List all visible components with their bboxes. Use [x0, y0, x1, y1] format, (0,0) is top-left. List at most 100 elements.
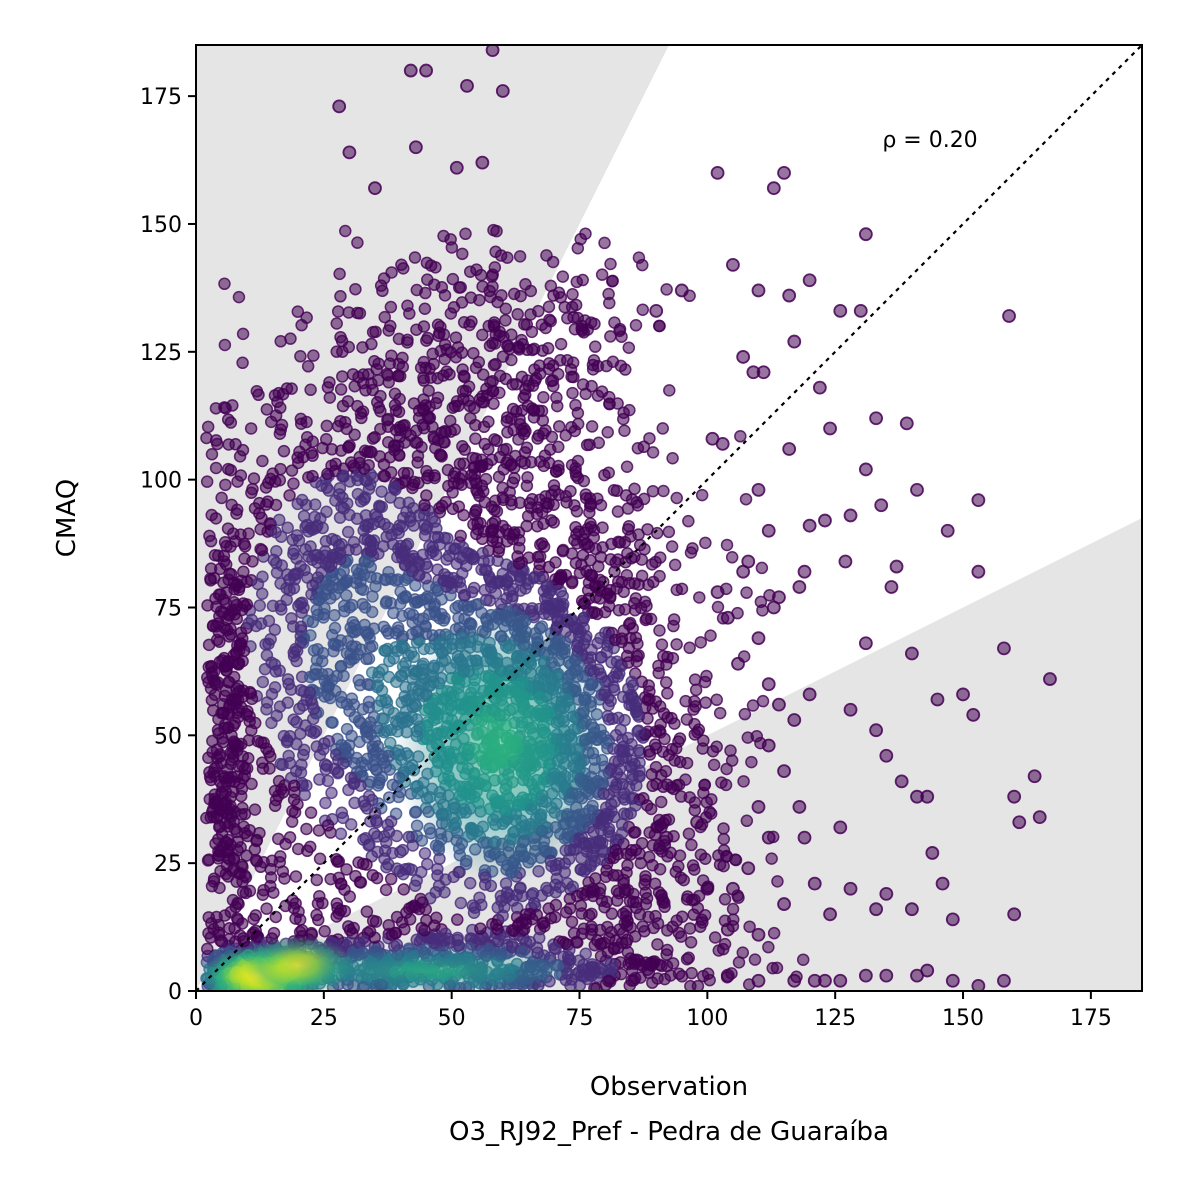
density-point: [521, 577, 535, 591]
density-point: [715, 776, 728, 789]
density-point: [406, 478, 420, 492]
density-point: [311, 571, 325, 584]
density-point: [513, 417, 527, 431]
density-point: [533, 558, 546, 571]
density-point: [452, 399, 465, 413]
density-point: [304, 806, 318, 819]
scatter-point: [807, 876, 822, 891]
density-point: [544, 314, 557, 328]
scatter-point: [495, 84, 510, 98]
density-point: [622, 682, 635, 696]
density-point: [739, 492, 753, 506]
density-point: [370, 816, 384, 829]
scatter-point: [726, 257, 740, 272]
density-point: [524, 308, 537, 321]
density-point: [487, 223, 500, 237]
density-point: [585, 420, 599, 433]
density-point: [450, 557, 464, 570]
density-point: [252, 388, 265, 402]
density-point: [699, 696, 712, 709]
scatter-point: [930, 692, 945, 707]
density-point: [585, 846, 599, 860]
density-point: [548, 910, 562, 924]
one-to-one-line: [196, 45, 1142, 991]
scatter-point: [761, 677, 776, 692]
density-point: [222, 438, 235, 451]
density-point: [646, 484, 660, 498]
density-point: [756, 604, 769, 617]
scatter-point: [879, 748, 894, 763]
density-point: [334, 877, 348, 891]
density-point: [575, 851, 588, 865]
density-point: [542, 357, 556, 370]
density-point: [353, 307, 367, 320]
density-point: [524, 501, 538, 514]
density-point: [740, 814, 754, 828]
density-point: [384, 572, 398, 586]
density-point: [697, 969, 710, 983]
scatter-point: [403, 63, 418, 78]
density-point: [546, 255, 560, 269]
scatter-point: [332, 99, 347, 114]
density-point: [546, 374, 560, 387]
density-point: [286, 533, 299, 546]
density-point: [493, 369, 507, 383]
density-point: [368, 753, 381, 767]
density-point: [242, 617, 255, 630]
density-point: [571, 454, 585, 468]
density-point: [552, 420, 566, 433]
density-point: [621, 859, 634, 872]
density-point: [619, 363, 632, 376]
density-point: [607, 851, 620, 865]
density-point: [408, 251, 422, 264]
density-point: [348, 796, 361, 810]
density-point: [648, 738, 662, 751]
density-point: [569, 520, 582, 534]
density-point: [342, 783, 355, 797]
scatter-point: [797, 564, 812, 579]
density-point: [312, 824, 326, 837]
density-point: [579, 227, 592, 240]
scatter-point: [766, 181, 781, 196]
density-point: [513, 533, 526, 547]
density-point: [521, 399, 535, 413]
density-point: [294, 597, 307, 610]
density-point: [288, 806, 302, 819]
density-point: [428, 936, 441, 950]
density-point: [501, 426, 514, 439]
scatter-point: [945, 973, 960, 988]
density-point: [470, 477, 483, 490]
density-point: [501, 454, 515, 467]
density-point: [299, 543, 312, 556]
density-point: [765, 852, 778, 865]
density-point: [629, 825, 642, 839]
density-point: [412, 569, 425, 582]
density-point: [688, 673, 702, 686]
density-point: [487, 397, 500, 410]
density-point: [643, 692, 656, 706]
scatter-point: [858, 462, 873, 477]
density-hotspot: [276, 948, 577, 991]
density-point: [571, 406, 585, 420]
density-point: [356, 857, 370, 871]
scatter-point: [1002, 309, 1016, 323]
scatter-point: [879, 968, 894, 983]
density-point: [269, 665, 283, 678]
density-point: [447, 301, 461, 314]
density-point: [598, 605, 612, 619]
density-point: [549, 942, 562, 956]
density-point: [321, 381, 335, 394]
scatter-point: [782, 442, 797, 456]
density-point: [718, 893, 732, 906]
density-point: [665, 540, 679, 553]
density-point: [660, 959, 674, 973]
density-point: [518, 457, 531, 470]
density-point: [482, 443, 495, 456]
density-point: [287, 713, 300, 726]
density-point: [486, 384, 500, 398]
density-point: [238, 762, 252, 776]
density-point: [636, 920, 649, 933]
density-point: [670, 491, 683, 505]
density-point: [220, 586, 233, 599]
density-point: [468, 508, 482, 522]
